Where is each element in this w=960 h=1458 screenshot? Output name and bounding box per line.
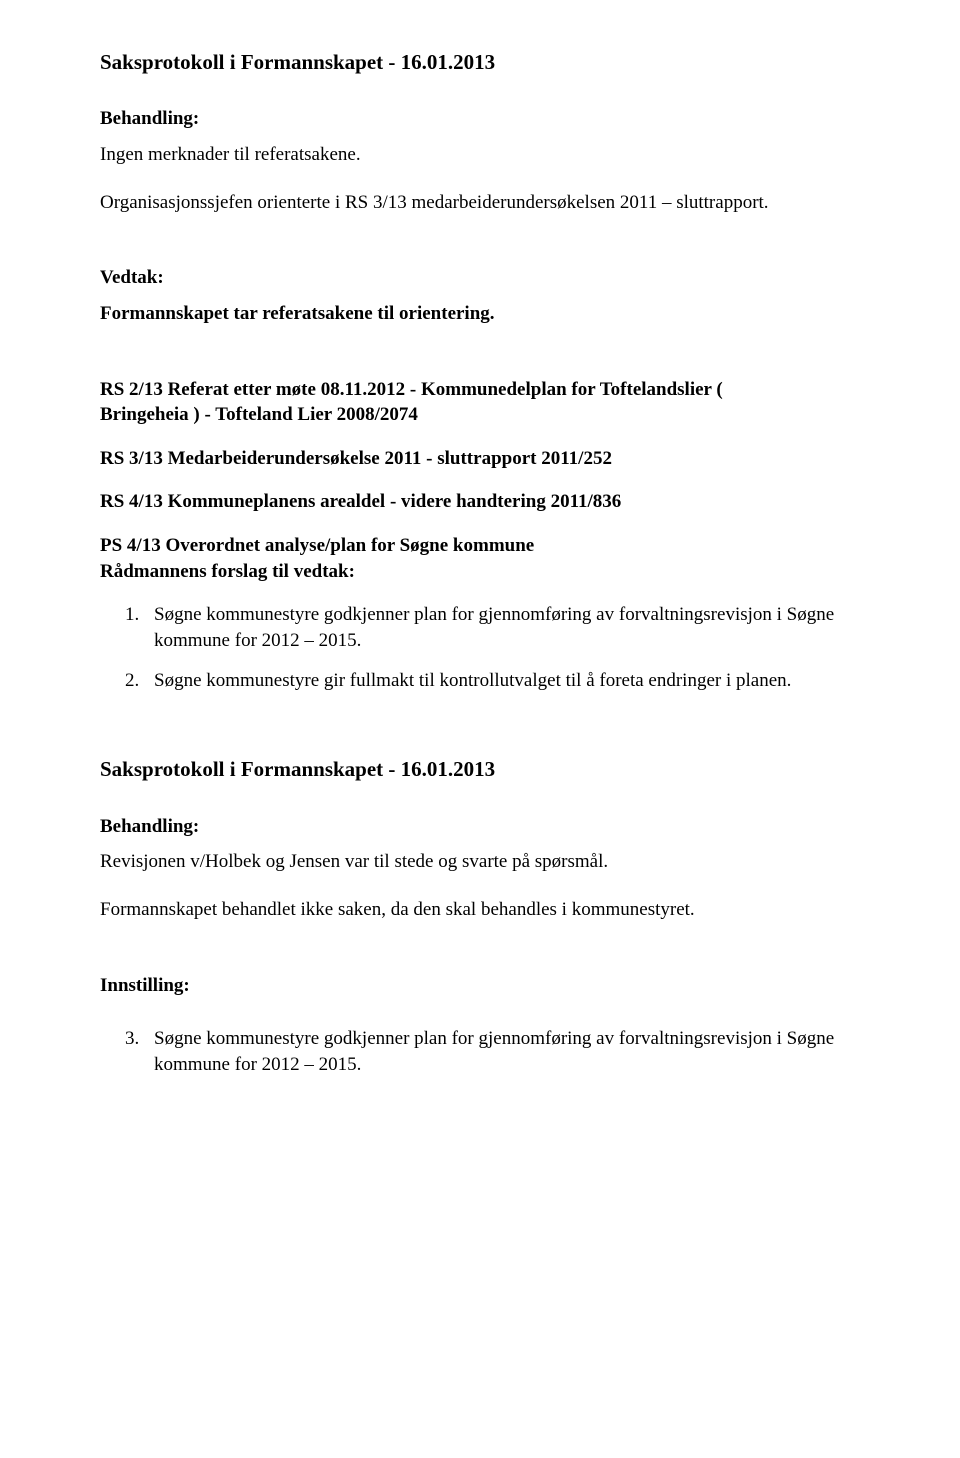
rs2-line1: RS 2/13 Referat etter møte 08.11.2012 - … xyxy=(100,377,860,403)
behandling-label: Behandling: xyxy=(100,106,860,132)
list-item-text: Søgne kommunestyre godkjenner plan for g… xyxy=(154,1028,834,1075)
rs4: RS 4/13 Kommuneplanens arealdel - videre… xyxy=(100,489,860,515)
proposal-list-2: Søgne kommunestyre godkjenner plan for g… xyxy=(100,1026,860,1077)
behandling2-p1: Revisjonen v/Holbek og Jensen var til st… xyxy=(100,849,860,875)
rs3: RS 3/13 Medarbeiderundersøkelse 2011 - s… xyxy=(100,446,860,472)
behandling1-p1: Ingen merknader til referatsakene. xyxy=(100,142,860,168)
rs2-line2: Bringeheia ) - Tofteland Lier 2008/2074 xyxy=(100,402,860,428)
ps4: PS 4/13 Overordnet analyse/plan for Søgn… xyxy=(100,533,860,559)
list-item: Søgne kommunestyre gir fullmakt til kont… xyxy=(144,668,860,694)
behandling-label-2: Behandling: xyxy=(100,814,860,840)
protocol-heading-1: Saksprotokoll i Formannskapet - 16.01.20… xyxy=(100,48,860,76)
innstilling-label: Innstilling: xyxy=(100,973,860,999)
list-item: Søgne kommunestyre godkjenner plan for g… xyxy=(144,1026,860,1077)
proposal-list-1: Søgne kommunestyre godkjenner plan for g… xyxy=(100,602,860,693)
vedtak-label: Vedtak: xyxy=(100,265,860,291)
list-item: Søgne kommunestyre godkjenner plan for g… xyxy=(144,602,860,653)
list-item-text: Søgne kommunestyre gir fullmakt til kont… xyxy=(154,670,791,691)
vedtak1-p1: Formannskapet tar referatsakene til orie… xyxy=(100,301,860,327)
list-item-text: Søgne kommunestyre godkjenner plan for g… xyxy=(154,604,834,651)
behandling1-p2: Organisasjonssjefen orienterte i RS 3/13… xyxy=(100,190,860,216)
behandling2-p2: Formannskapet behandlet ikke saken, da d… xyxy=(100,897,860,923)
protocol-heading-2: Saksprotokoll i Formannskapet - 16.01.20… xyxy=(100,755,860,783)
page: Saksprotokoll i Formannskapet - 16.01.20… xyxy=(0,0,960,1152)
radmann-label: Rådmannens forslag til vedtak: xyxy=(100,559,860,585)
